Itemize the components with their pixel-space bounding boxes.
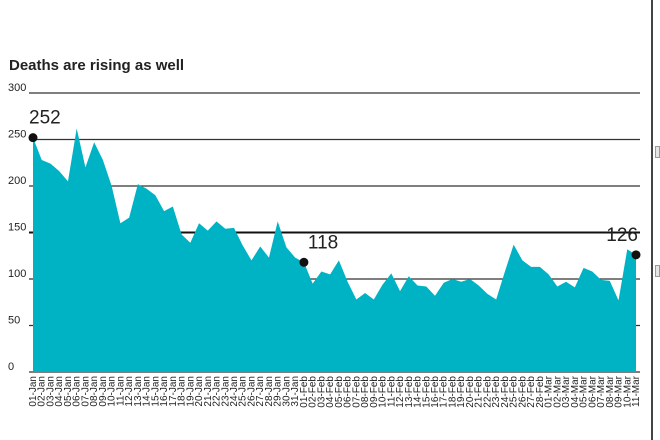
x-tick-label: 19-Jan: [185, 376, 196, 407]
x-tick-label: 22-Feb: [482, 376, 493, 408]
x-tick-label: 25-Feb: [509, 376, 520, 408]
y-tick-label: 200: [8, 175, 26, 187]
x-tick-label: 09-Feb: [369, 376, 380, 408]
x-tick-label: 29-Jan: [273, 376, 284, 407]
x-tick-label: 02-Jan: [37, 376, 48, 407]
y-tick-label: 250: [8, 129, 26, 141]
x-tick-label: 09-Mar: [614, 375, 625, 407]
data-label: 126: [606, 225, 638, 246]
x-tick-label: 04-Jan: [54, 376, 65, 407]
x-tick-label: 23-Jan: [220, 376, 231, 407]
data-label: 118: [308, 232, 338, 253]
data-label: 252: [29, 108, 61, 129]
x-tick-label: 13-Feb: [404, 376, 415, 408]
data-point-marker: [631, 250, 641, 260]
x-tick-label: 05-Feb: [334, 376, 345, 408]
x-tick-label: 26-Feb: [517, 376, 528, 408]
window-edge: [651, 0, 653, 440]
x-tick-label: 05-Jan: [63, 376, 74, 407]
y-tick-label: 150: [8, 222, 26, 234]
x-tick-label: 01-Jan: [28, 376, 39, 407]
x-tick-label: 09-Jan: [98, 376, 109, 407]
x-tick-label: 10-Mar: [622, 375, 633, 407]
x-tick-label: 18-Feb: [447, 376, 458, 408]
x-tick-label: 11-Mar: [631, 375, 642, 407]
x-tick-label: 15-Jan: [150, 376, 161, 407]
x-tick-label: 30-Jan: [281, 376, 292, 407]
x-tick-label: 08-Feb: [360, 376, 371, 408]
x-tick-label: 27-Feb: [526, 376, 537, 408]
x-tick-label: 21-Jan: [203, 376, 214, 407]
x-tick-label: 20-Jan: [194, 376, 205, 407]
x-tick-label: 11-Feb: [386, 376, 397, 407]
x-tick-label: 16-Jan: [159, 376, 170, 407]
x-tick-label: 03-Jan: [45, 376, 56, 407]
x-tick-label: 17-Jan: [168, 376, 179, 407]
x-tick-label: 28-Jan: [264, 376, 275, 407]
y-tick-label: 0: [8, 361, 14, 373]
data-markers: 252 118 126: [28, 108, 641, 267]
x-tick-label: 06-Jan: [72, 376, 83, 407]
x-tick-label: 21-Feb: [474, 376, 485, 408]
scroll-button-top[interactable]: [655, 146, 660, 158]
x-tick-label: 10-Jan: [107, 376, 118, 407]
data-point-marker: [28, 133, 38, 143]
data-point-marker: [299, 257, 309, 267]
x-tick-label: 06-Mar: [587, 375, 598, 407]
x-tick-label: 03-Feb: [316, 376, 327, 408]
x-tick-label: 10-Feb: [378, 376, 389, 408]
x-tick-label: 12-Jan: [124, 376, 135, 407]
x-tick-label: 01-Mar: [544, 375, 555, 407]
x-tick-label: 04-Feb: [325, 376, 336, 408]
x-tick-label: 14-Jan: [142, 376, 153, 407]
x-tick-label: 02-Mar: [552, 375, 563, 407]
x-tick-label: 27-Jan: [255, 376, 266, 407]
x-tick-label: 24-Jan: [229, 376, 240, 407]
x-tick-label: 03-Mar: [561, 375, 572, 407]
x-tick-label: 16-Feb: [430, 376, 441, 408]
y-tick-label: 100: [8, 268, 26, 280]
x-tick-label: 18-Jan: [177, 376, 188, 407]
x-tick-label: 15-Feb: [421, 376, 432, 408]
x-tick-label: 08-Mar: [605, 375, 616, 407]
x-tick-label: 23-Feb: [491, 376, 502, 408]
x-tick-label: 25-Jan: [238, 376, 249, 407]
x-tick-label: 07-Feb: [351, 376, 362, 408]
y-axis-ticks: 0 50 100 150 200 250 300: [8, 82, 26, 373]
x-axis-ticks: 01-Jan02-Jan03-Jan04-Jan05-Jan06-Jan07-J…: [28, 375, 642, 407]
x-tick-label: 05-Mar: [579, 375, 590, 407]
x-tick-label: 28-Feb: [535, 376, 546, 408]
scroll-button-bottom[interactable]: [655, 265, 660, 277]
x-tick-label: 02-Feb: [308, 376, 319, 408]
x-tick-label: 01-Feb: [299, 376, 310, 408]
x-tick-label: 20-Feb: [465, 376, 476, 408]
x-tick-label: 12-Feb: [395, 376, 406, 408]
x-tick-label: 24-Feb: [500, 376, 511, 408]
x-tick-label: 07-Mar: [596, 375, 607, 407]
x-tick-label: 14-Feb: [413, 376, 424, 408]
x-tick-label: 31-Jan: [290, 376, 301, 407]
x-tick-label: 04-Mar: [570, 375, 581, 407]
x-tick-label: 19-Feb: [456, 376, 467, 408]
chart-title: Deaths are rising as well: [9, 57, 184, 74]
x-tick-label: 07-Jan: [80, 376, 91, 407]
x-tick-label: 26-Jan: [246, 376, 257, 407]
x-tick-label: 06-Feb: [343, 376, 354, 408]
x-tick-label: 13-Jan: [133, 376, 144, 407]
y-tick-label: 300: [8, 82, 26, 94]
x-tick-label: 22-Jan: [212, 376, 223, 407]
y-tick-label: 50: [8, 315, 20, 327]
area-fill: [33, 128, 636, 372]
area-series: [33, 128, 636, 372]
x-tick-label: 17-Feb: [439, 376, 450, 408]
x-tick-label: 08-Jan: [89, 376, 100, 407]
x-tick-label: 11-Jan: [115, 376, 126, 406]
